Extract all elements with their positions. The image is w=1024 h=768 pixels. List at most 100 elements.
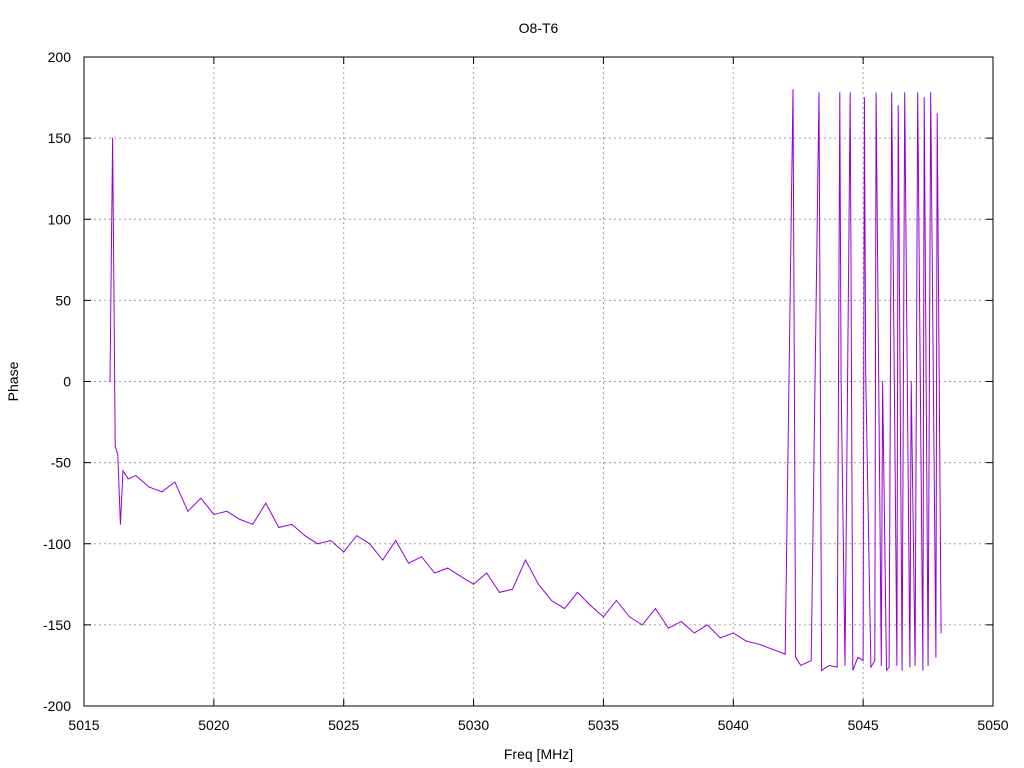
data-point bbox=[909, 666, 911, 668]
data-point bbox=[408, 562, 410, 564]
chart-title: O8-T6 bbox=[519, 20, 559, 36]
data-point bbox=[922, 669, 924, 671]
data-point bbox=[369, 543, 371, 545]
data-point bbox=[641, 624, 643, 626]
x-tick-label: 5025 bbox=[328, 717, 359, 733]
data-point bbox=[936, 113, 938, 115]
data-point bbox=[148, 486, 150, 488]
data-point bbox=[910, 381, 912, 382]
data-point bbox=[239, 518, 241, 520]
data-point bbox=[732, 632, 734, 634]
data-point bbox=[421, 556, 423, 558]
data-point bbox=[821, 669, 823, 671]
y-tick-label: -150 bbox=[43, 617, 71, 633]
x-tick-label: 5040 bbox=[718, 717, 749, 733]
data-point bbox=[112, 137, 114, 139]
data-point bbox=[135, 475, 137, 477]
data-point bbox=[706, 624, 708, 626]
series-layer bbox=[109, 88, 942, 672]
data-point bbox=[525, 559, 527, 561]
ticks: 5015 5020 5025 5030 5035 5040 5045 5050 200 150 10… bbox=[43, 49, 1009, 733]
data-point bbox=[117, 454, 119, 456]
data-point bbox=[850, 377, 852, 379]
data-point bbox=[940, 632, 942, 634]
data-point bbox=[874, 660, 876, 662]
x-tick-label: 5035 bbox=[588, 717, 619, 733]
data-point bbox=[589, 604, 591, 606]
data-point bbox=[538, 583, 539, 585]
data-point bbox=[113, 286, 115, 288]
data-point bbox=[356, 535, 358, 537]
data-point bbox=[252, 523, 254, 525]
data-point bbox=[127, 478, 129, 480]
x-tick-label: 5050 bbox=[977, 717, 1008, 733]
data-point bbox=[745, 640, 747, 642]
data-point bbox=[795, 656, 797, 658]
data-point bbox=[901, 669, 903, 671]
data-point bbox=[512, 588, 514, 590]
data-point bbox=[839, 92, 841, 94]
data-point bbox=[865, 372, 867, 374]
data-point bbox=[896, 664, 898, 666]
data-point bbox=[576, 591, 578, 593]
data-point bbox=[819, 372, 821, 374]
data-point bbox=[382, 559, 384, 561]
data-point bbox=[840, 381, 842, 382]
data-point bbox=[122, 470, 124, 472]
data-point bbox=[460, 575, 462, 577]
data-point bbox=[499, 591, 501, 593]
data-point bbox=[849, 92, 851, 94]
data-point bbox=[486, 572, 488, 574]
data-point bbox=[226, 510, 228, 512]
data-point bbox=[862, 660, 864, 662]
data-point bbox=[863, 97, 865, 99]
data-point bbox=[917, 92, 919, 94]
data-point bbox=[882, 381, 884, 382]
data-point bbox=[602, 616, 604, 618]
data-point bbox=[119, 523, 121, 525]
data-point bbox=[317, 543, 319, 545]
data-point bbox=[174, 481, 176, 483]
data-point bbox=[615, 600, 617, 602]
y-tick-label: 50 bbox=[55, 292, 71, 308]
y-tick-label: 150 bbox=[48, 130, 72, 146]
data-point bbox=[278, 527, 280, 529]
data-point bbox=[161, 491, 163, 493]
data-point bbox=[719, 637, 721, 639]
data-point bbox=[870, 666, 872, 668]
data-point bbox=[628, 616, 630, 618]
data-point bbox=[880, 664, 882, 666]
x-tick-label: 5045 bbox=[848, 717, 879, 733]
data-point bbox=[265, 502, 267, 504]
data-point bbox=[818, 92, 820, 94]
data-point bbox=[550, 600, 552, 602]
data-point bbox=[897, 105, 899, 107]
data-point bbox=[888, 666, 890, 668]
data-point bbox=[291, 523, 293, 525]
data-point bbox=[213, 514, 215, 516]
data-point bbox=[187, 510, 189, 512]
x-tick-label: 5020 bbox=[198, 717, 229, 733]
data-point bbox=[930, 92, 932, 94]
data-point bbox=[680, 621, 682, 623]
data-point bbox=[904, 92, 906, 94]
data-point bbox=[844, 664, 846, 666]
data-point bbox=[395, 540, 397, 542]
x-tick-label: 5030 bbox=[458, 717, 489, 733]
data-point bbox=[810, 660, 812, 662]
data-point bbox=[434, 572, 436, 574]
data-point bbox=[828, 664, 830, 666]
data-point bbox=[784, 653, 786, 655]
data-point bbox=[330, 540, 332, 542]
y-tick-label: -200 bbox=[43, 698, 71, 714]
data-point bbox=[110, 259, 112, 261]
y-tick-label: 0 bbox=[63, 374, 71, 390]
data-point bbox=[914, 664, 916, 666]
data-point bbox=[771, 648, 773, 650]
data-point bbox=[667, 627, 669, 629]
y-tick-label: -100 bbox=[43, 536, 71, 552]
data-point bbox=[875, 92, 877, 94]
data-point bbox=[693, 632, 695, 634]
